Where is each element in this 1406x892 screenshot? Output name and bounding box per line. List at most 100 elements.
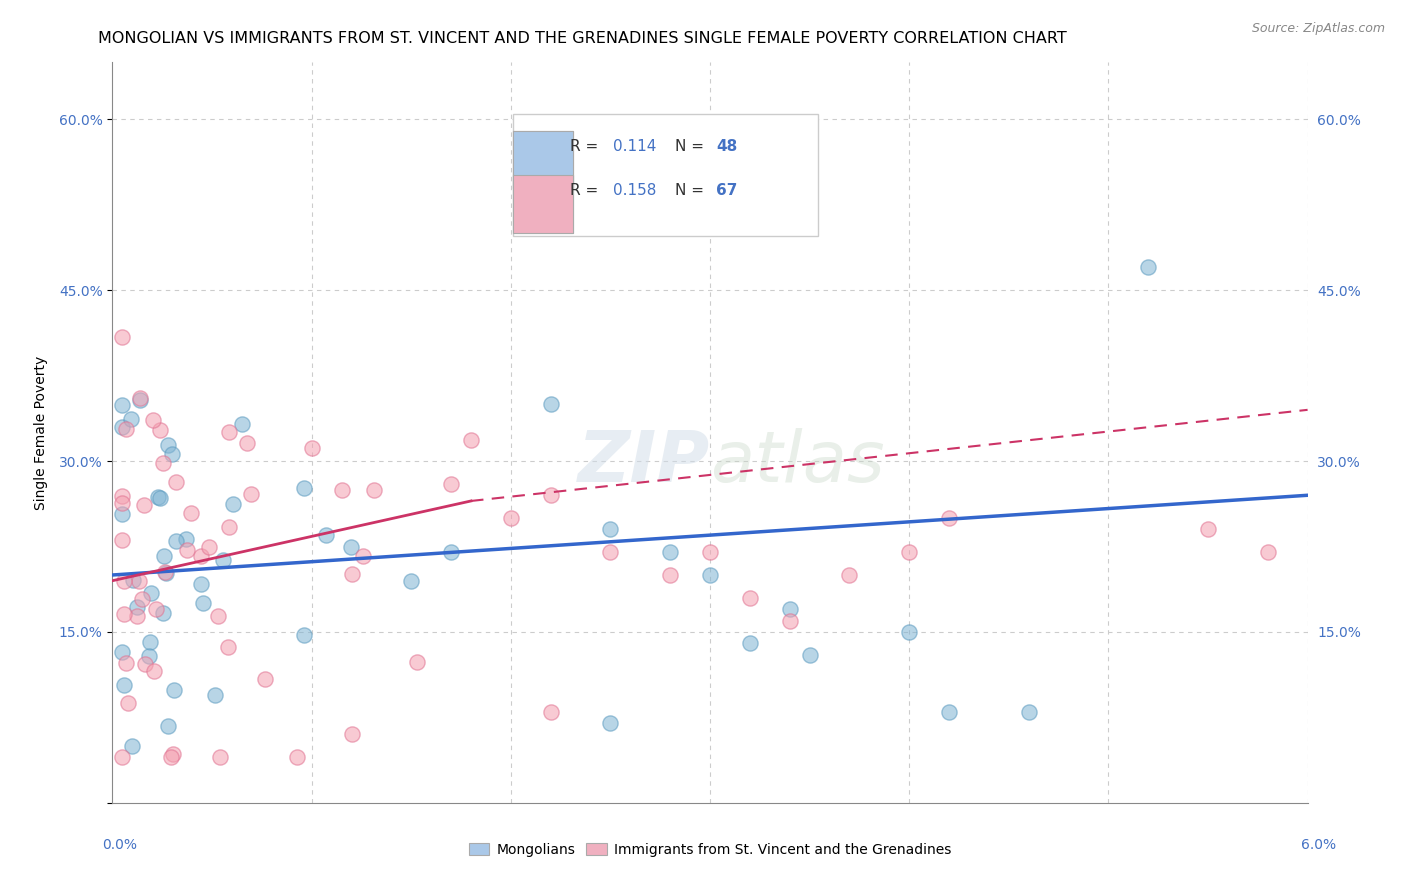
- Point: [111, 496, 134, 510]
- Point: [340, 727, 363, 741]
- Point: [149, 423, 172, 437]
- Point: [208, 750, 231, 764]
- Point: [540, 488, 562, 502]
- Point: [191, 596, 214, 610]
- Point: [139, 585, 162, 599]
- Point: [149, 491, 172, 505]
- Point: [659, 568, 682, 582]
- Point: [165, 533, 187, 548]
- Point: [540, 705, 562, 719]
- Point: [363, 483, 385, 497]
- Point: [938, 705, 960, 719]
- Point: [401, 574, 423, 589]
- Legend: Mongolians, Immigrants from St. Vincent and the Grenadines: Mongolians, Immigrants from St. Vincent …: [463, 838, 957, 863]
- Text: N =: N =: [675, 138, 709, 153]
- Point: [115, 422, 138, 436]
- Point: [112, 574, 135, 588]
- Point: [111, 507, 134, 521]
- Point: [599, 716, 621, 731]
- Text: N =: N =: [675, 183, 709, 198]
- Text: MONGOLIAN VS IMMIGRANTS FROM ST. VINCENT AND THE GRENADINES SINGLE FEMALE POVERT: MONGOLIAN VS IMMIGRANTS FROM ST. VINCENT…: [98, 31, 1067, 46]
- Point: [405, 656, 427, 670]
- Text: ZIP: ZIP: [578, 428, 710, 497]
- Point: [148, 490, 170, 504]
- Point: [138, 635, 160, 649]
- Point: [204, 688, 226, 702]
- Text: 48: 48: [716, 138, 737, 153]
- Point: [111, 420, 134, 434]
- Point: [254, 672, 277, 686]
- Point: [738, 636, 761, 650]
- Point: [898, 545, 921, 559]
- Point: [240, 487, 263, 501]
- Point: [155, 566, 177, 580]
- Point: [180, 506, 202, 520]
- Point: [315, 528, 337, 542]
- Point: [111, 489, 134, 503]
- Point: [121, 739, 143, 753]
- Point: [166, 475, 188, 489]
- Text: Source: ZipAtlas.com: Source: ZipAtlas.com: [1251, 22, 1385, 36]
- Point: [440, 476, 463, 491]
- Point: [112, 678, 135, 692]
- Point: [217, 640, 239, 654]
- Point: [738, 591, 761, 605]
- Point: [218, 425, 240, 439]
- Point: [699, 545, 721, 559]
- Point: [292, 628, 315, 642]
- Text: 0.0%: 0.0%: [103, 838, 136, 852]
- Point: [212, 553, 235, 567]
- Point: [160, 448, 183, 462]
- Point: [779, 614, 801, 628]
- Point: [1137, 260, 1160, 275]
- Point: [125, 608, 148, 623]
- Point: [152, 456, 174, 470]
- Point: [143, 664, 166, 678]
- Point: [340, 540, 363, 554]
- Y-axis label: Single Female Poverty: Single Female Poverty: [34, 356, 48, 509]
- Point: [127, 599, 149, 614]
- Point: [779, 602, 801, 616]
- Point: [599, 523, 621, 537]
- Point: [145, 602, 167, 616]
- Point: [540, 397, 562, 411]
- Point: [460, 433, 482, 447]
- Text: atlas: atlas: [710, 428, 884, 497]
- Point: [156, 719, 179, 733]
- Point: [112, 607, 135, 621]
- Point: [155, 565, 177, 579]
- Point: [128, 393, 150, 408]
- Text: R =: R =: [571, 183, 603, 198]
- Point: [111, 398, 134, 412]
- FancyBboxPatch shape: [513, 175, 572, 233]
- FancyBboxPatch shape: [513, 130, 572, 188]
- Point: [117, 696, 139, 710]
- Point: [659, 545, 682, 559]
- Point: [190, 549, 212, 564]
- Point: [222, 497, 245, 511]
- Point: [190, 576, 212, 591]
- Point: [938, 511, 960, 525]
- Point: [231, 417, 253, 431]
- Point: [1257, 545, 1279, 559]
- Point: [799, 648, 821, 662]
- Point: [332, 483, 354, 498]
- Point: [114, 656, 136, 670]
- Point: [174, 532, 197, 546]
- Point: [122, 573, 145, 587]
- Point: [218, 520, 240, 534]
- Point: [176, 542, 198, 557]
- Point: [1197, 523, 1219, 537]
- Point: [1018, 705, 1040, 719]
- Point: [838, 568, 860, 582]
- Point: [440, 545, 463, 559]
- Point: [128, 392, 150, 406]
- Point: [499, 511, 522, 525]
- Point: [207, 609, 229, 624]
- Point: [285, 750, 308, 764]
- Text: 0.114: 0.114: [613, 138, 657, 153]
- Point: [138, 648, 160, 663]
- Point: [699, 568, 721, 582]
- Point: [111, 645, 134, 659]
- Point: [153, 549, 176, 563]
